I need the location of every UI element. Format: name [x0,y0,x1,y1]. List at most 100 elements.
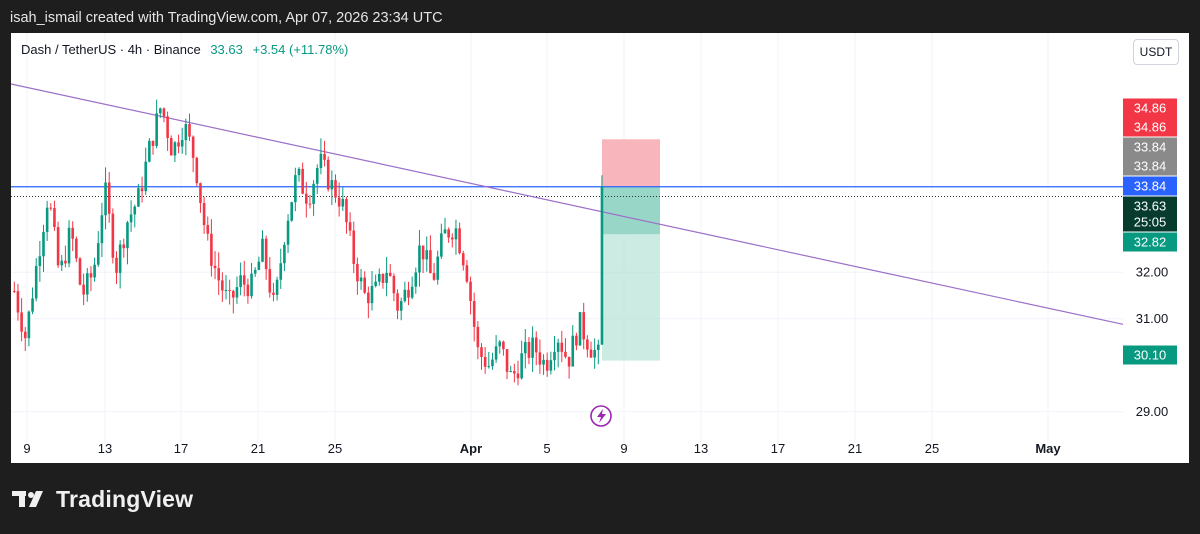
candle-body [107,182,111,214]
x-tick-label: 21 [251,441,265,456]
candle-body [469,281,472,302]
position-zones [602,139,660,361]
price-chart[interactable]: 29.00 31.00 32.00 9 13 17 21 25 Apr 5 9 13 17 21 25 Ma… [11,33,1189,463]
candle-body [27,311,31,339]
candle-body [483,356,487,367]
last-price: 33.63 [210,42,243,57]
candle-body [20,312,23,332]
candle-body [290,202,293,221]
price-label: 33.84 [1134,179,1167,194]
candle-body [155,113,158,146]
candle-body [385,272,388,283]
candle-body [23,331,27,339]
candle-body [432,273,436,280]
candle-body [188,124,191,137]
candle-body [567,356,571,367]
symbol-name: Dash / TetherUS · 4h · Binance [21,42,201,57]
grid-lines [11,33,1123,443]
candle-body [378,274,381,282]
price-label: 30.10 [1134,348,1167,363]
candle-body [118,244,122,273]
candle-body [115,257,118,273]
candle-body [169,138,173,156]
price-label: 33.84 [1134,140,1167,155]
candle-body [301,168,304,194]
candle-body [199,183,202,204]
candle-body [418,245,421,273]
price-label-bg [1123,156,1177,176]
x-tick-label: 9 [620,441,627,456]
candle-body [348,222,352,231]
candle-body [250,273,253,297]
x-tick-label: 25 [925,441,939,456]
candle-body [560,342,564,352]
candle-body [597,344,600,350]
candles [13,99,604,386]
candle-body [261,238,264,262]
candle-body [513,371,516,374]
candle-body [472,301,476,327]
candle-body [75,238,78,259]
candle-body [323,153,326,160]
candle-body [221,280,224,291]
candle-body [86,273,89,295]
candle-body [527,342,531,358]
x-tick-label: 25 [328,441,342,456]
candle-body [308,203,312,205]
candle-body [133,206,137,215]
candle-body [341,198,345,207]
candle-body [268,269,272,293]
candle-body [151,140,155,146]
candle-body [524,342,527,354]
candle-body [213,265,217,269]
candle-body [542,359,545,365]
candle-body [410,286,414,298]
candle-body [443,229,447,234]
candle-body [177,142,180,147]
x-tick-label: May [1035,441,1061,456]
candle-body [286,220,290,245]
price-label-bg [1123,98,1177,118]
x-tick-label: 5 [543,441,550,456]
candle-body [49,207,53,209]
candle-body [396,293,399,311]
candle-body [564,351,567,357]
candle-body [491,359,494,367]
candle-body [520,353,523,379]
trend-line [11,83,1124,325]
candle-body [319,153,323,169]
candle-body [159,108,162,114]
candle-body [370,285,374,304]
candle-body [100,215,104,244]
y-tick-label: 31.00 [1136,311,1169,326]
time-axis: 9 13 17 21 25 Apr 5 9 13 17 21 25 May [23,441,1061,456]
candle-body [257,261,261,270]
candle-body [454,228,458,240]
candle-body [388,272,392,276]
chart-panel[interactable]: 29.00 31.00 32.00 9 13 17 21 25 Apr 5 9 13 17 21 25 Ma… [11,33,1189,463]
candle-body [283,244,286,264]
candle-body [228,290,231,292]
candle-body [575,335,578,346]
candle-body [494,346,498,360]
candle-body [67,227,71,264]
candle-body [429,250,432,274]
candle-body [13,290,16,292]
candle-body [129,214,133,223]
candle-body [89,273,93,278]
candle-body [31,298,34,312]
price-axis: 29.00 31.00 32.00 [1136,264,1169,418]
candle-body [195,157,199,184]
price-label: 34.86 [1134,120,1167,135]
open-profit-zone [602,186,660,235]
candle-body [272,292,275,295]
candle-body [275,279,279,295]
currency-button[interactable]: USDT [1133,39,1179,65]
candle-body [553,351,556,361]
candle-body [403,289,407,302]
candle-body [399,301,403,311]
price-label-bg [1123,232,1177,252]
candle-body [173,142,177,156]
y-tick-label: 29.00 [1136,404,1169,419]
